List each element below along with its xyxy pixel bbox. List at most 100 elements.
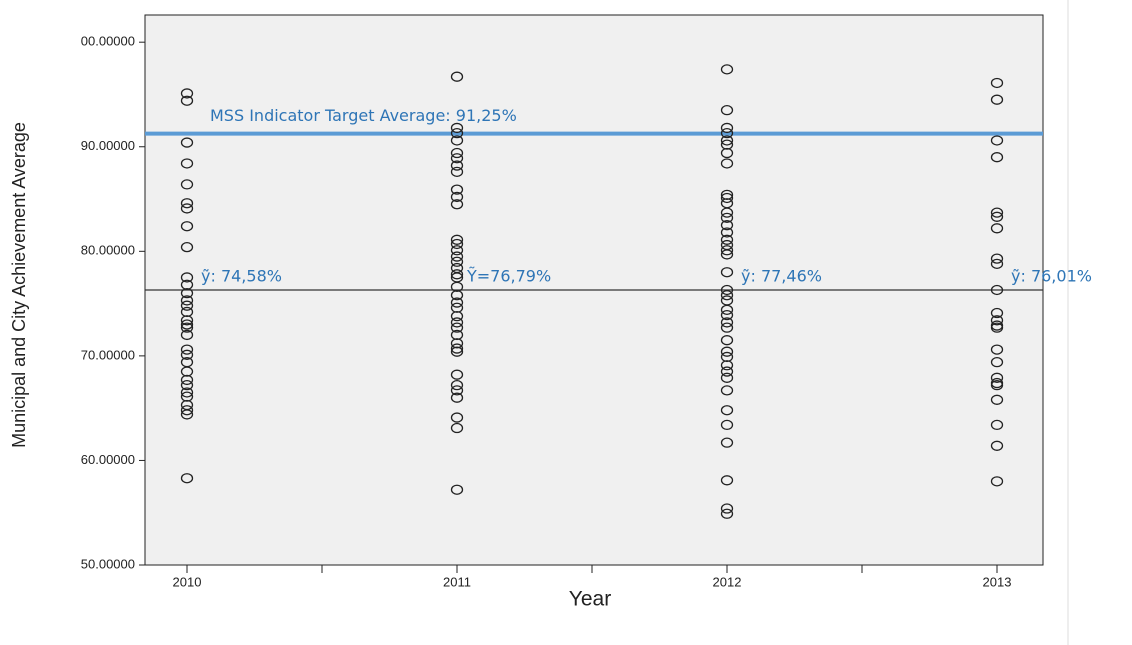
- point: [450, 310, 464, 322]
- point: [450, 256, 464, 267]
- point: [990, 258, 1004, 270]
- point: [720, 249, 734, 260]
- point: [180, 344, 194, 355]
- point: [180, 405, 194, 416]
- point: [180, 272, 194, 283]
- point: [450, 297, 464, 308]
- point: [180, 315, 194, 326]
- point: [990, 476, 1004, 487]
- point: [720, 304, 734, 316]
- point: [180, 380, 194, 391]
- point: [720, 372, 734, 383]
- point: [720, 360, 734, 371]
- x-tick-label: 2010: [173, 574, 202, 589]
- point: [180, 319, 194, 330]
- y-tick-label: 70.00000: [81, 347, 135, 362]
- y-tick-label: 80.00000: [81, 243, 135, 258]
- point: [720, 437, 734, 448]
- point: [990, 284, 1004, 296]
- point: [720, 105, 734, 116]
- point: [990, 253, 1004, 264]
- point: [990, 223, 1004, 234]
- point: [450, 191, 464, 203]
- point: [990, 211, 1004, 222]
- point: [450, 385, 464, 396]
- point: [720, 346, 734, 357]
- point: [450, 422, 464, 434]
- point: [720, 322, 734, 333]
- point: [990, 135, 1004, 146]
- point: [180, 198, 194, 209]
- point: [450, 412, 464, 423]
- point: [990, 356, 1004, 368]
- y-tick-label: 60.00000: [81, 452, 135, 467]
- y-tick-label: 90.00000: [81, 138, 135, 153]
- point: [450, 199, 464, 210]
- point: [720, 309, 734, 321]
- point: [450, 147, 464, 159]
- point: [180, 387, 194, 398]
- point: [720, 290, 734, 301]
- point: [720, 419, 734, 431]
- point: [720, 158, 734, 169]
- target-label: MSS Indicator Target Average: 91,25%: [210, 106, 517, 125]
- point: [720, 284, 734, 296]
- point: [180, 349, 194, 360]
- point: [450, 122, 464, 134]
- point: [450, 245, 464, 256]
- point: [720, 385, 734, 396]
- point: [450, 153, 464, 164]
- point: [990, 94, 1004, 105]
- point: [720, 212, 734, 224]
- point: [720, 227, 734, 238]
- point: [720, 234, 734, 245]
- point: [180, 322, 194, 333]
- point: [450, 380, 464, 391]
- point: [720, 366, 734, 377]
- point: [180, 473, 194, 484]
- point: [450, 238, 464, 250]
- point: [990, 440, 1004, 451]
- point: [990, 77, 1004, 89]
- point: [180, 88, 194, 99]
- point: [180, 95, 194, 106]
- point: [720, 508, 734, 519]
- point: [450, 269, 464, 280]
- point: [450, 290, 464, 301]
- point: [180, 287, 194, 299]
- point: [720, 220, 734, 231]
- x-axis-label: Year: [569, 588, 611, 611]
- point: [450, 166, 464, 177]
- x-tick-label: 2012: [713, 574, 742, 589]
- point: [720, 267, 734, 278]
- point: [450, 234, 464, 245]
- point: [990, 152, 1004, 163]
- point: [990, 372, 1004, 383]
- point: [450, 160, 464, 171]
- point: [450, 392, 464, 403]
- point: [180, 241, 194, 253]
- point: [450, 317, 464, 328]
- point: [720, 128, 734, 139]
- point: [180, 137, 194, 148]
- point: [990, 380, 1004, 391]
- point: [450, 128, 464, 139]
- point: [720, 64, 734, 75]
- point: [990, 322, 1004, 333]
- point: [990, 344, 1004, 355]
- point: [450, 322, 464, 333]
- point: [450, 135, 464, 146]
- point: [720, 475, 734, 486]
- x-tick-label: 2013: [983, 574, 1012, 589]
- point: [180, 300, 194, 311]
- point: [450, 346, 464, 357]
- point: [720, 503, 734, 514]
- point: [720, 135, 734, 146]
- point: [180, 179, 194, 190]
- mean-annotation: ỹ: 74,58%: [201, 267, 282, 286]
- point: [720, 317, 734, 328]
- y-axis-label: Municipal and City Achievement Average: [9, 122, 29, 448]
- point: [720, 335, 734, 346]
- mean-annotation: ỹ: 76,01%: [1011, 267, 1092, 286]
